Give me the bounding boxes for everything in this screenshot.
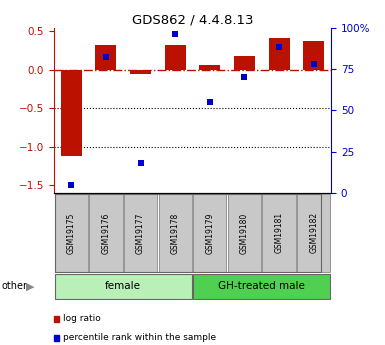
Text: female: female [105,281,141,291]
Text: ▶: ▶ [26,282,35,291]
Bar [228,194,261,272]
Bar [193,194,226,272]
Text: log ratio: log ratio [63,314,100,323]
Title: GDS862 / 4.4.8.13: GDS862 / 4.4.8.13 [132,13,253,27]
Text: GH-treated male: GH-treated male [218,281,305,291]
Bar [199,65,220,70]
Bar [55,274,192,299]
Text: GSM19179: GSM19179 [205,212,214,254]
Text: GSM19177: GSM19177 [136,212,145,254]
Bar [55,194,88,272]
Bar [89,194,122,272]
Text: GSM19180: GSM19180 [240,212,249,254]
Bar [95,45,116,70]
Text: GSM19181: GSM19181 [275,212,284,254]
Bar [61,70,82,156]
Bar [124,194,157,272]
Bar [269,38,290,70]
Text: other: other [2,282,28,291]
Bar [263,194,296,272]
Bar [297,194,330,272]
Text: GSM19182: GSM19182 [309,212,318,254]
Bar [303,41,324,70]
Bar [234,56,255,70]
Bar [159,194,192,272]
Text: GSM19176: GSM19176 [101,212,110,254]
Bar [193,274,330,299]
Text: GSM19178: GSM19178 [171,212,180,254]
Text: percentile rank within the sample: percentile rank within the sample [63,333,216,342]
Text: GSM19175: GSM19175 [67,212,76,254]
Bar [165,45,186,70]
Bar [130,70,151,74]
